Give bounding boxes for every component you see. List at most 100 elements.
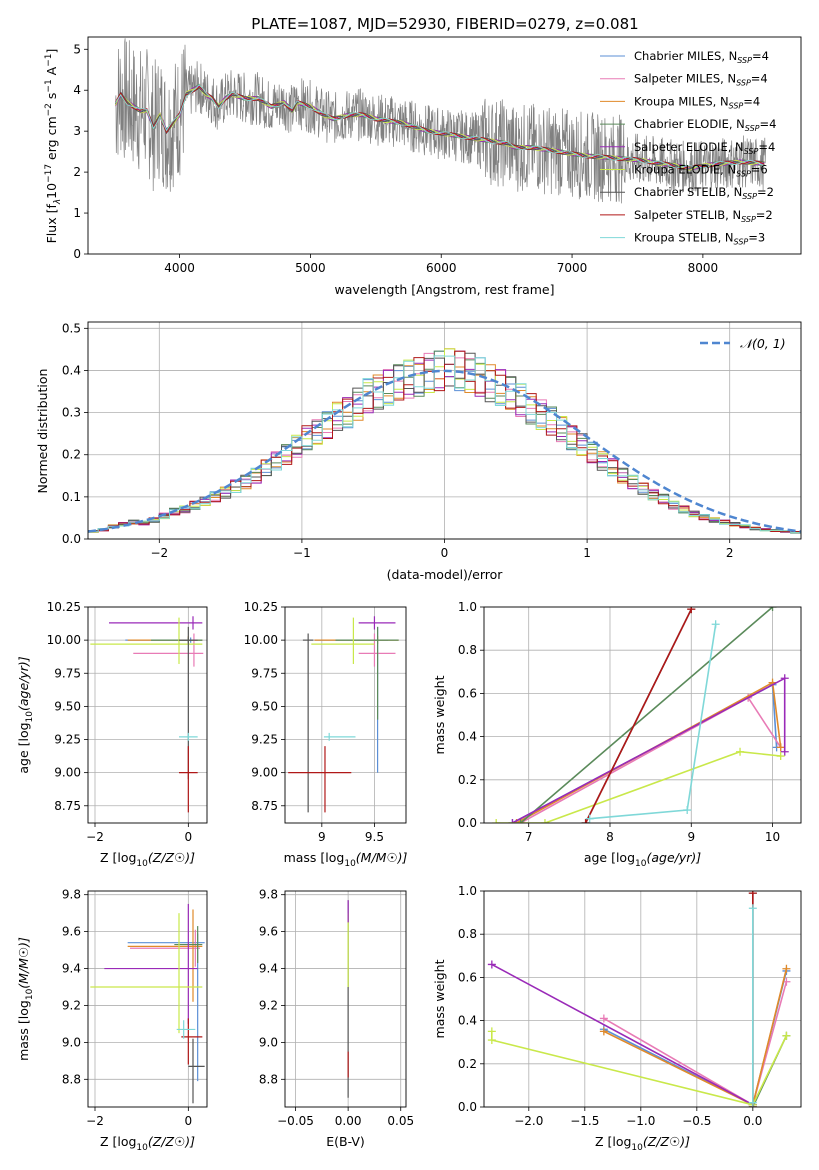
plus-marker bbox=[782, 964, 791, 973]
plus-marker bbox=[782, 1031, 791, 1040]
x-tick-label: 0.00 bbox=[335, 1114, 362, 1128]
y-tick-label: 0.6 bbox=[458, 686, 477, 700]
model-spectrum bbox=[115, 84, 765, 169]
subscript: 10 bbox=[136, 859, 148, 869]
legend-sub: SSP bbox=[742, 192, 757, 201]
legend-label: 𝒩(0, 1) bbox=[740, 336, 786, 351]
x-axis-label-text: Z [log bbox=[100, 850, 136, 865]
error-bar-point bbox=[90, 617, 203, 664]
y-axis-label: mass weight bbox=[432, 959, 447, 1038]
x-tick-label: 2 bbox=[726, 546, 734, 560]
error-bar-point bbox=[311, 617, 375, 664]
error-bar-point bbox=[181, 1018, 203, 1065]
x-tick-label: −1.0 bbox=[626, 1114, 655, 1128]
y-tick-label: 8.75 bbox=[54, 799, 81, 813]
y-tick-label: 0 bbox=[73, 247, 81, 261]
legend-entry: Kroupa MILES, NSSP=4 bbox=[634, 94, 760, 110]
histogram-series bbox=[88, 355, 801, 534]
y-tick-label: 0.8 bbox=[458, 927, 477, 941]
axes-frame bbox=[87, 321, 802, 540]
weight-series bbox=[512, 676, 786, 823]
y-tick-label: 2 bbox=[73, 165, 81, 179]
subscript: 10 bbox=[25, 711, 35, 723]
x-tick-label: 9.5 bbox=[365, 830, 384, 844]
axes-frame bbox=[284, 606, 407, 824]
legend-suffix: =3 bbox=[748, 231, 765, 245]
x-axis-label: mass [log10(M/M☉)] bbox=[284, 850, 408, 869]
y-tick-label: 9.00 bbox=[54, 766, 81, 780]
y-tick-label: 9.2 bbox=[259, 998, 278, 1012]
y-tick-label: 9.2 bbox=[62, 998, 81, 1012]
x-tick-label: −2 bbox=[150, 546, 168, 560]
x-tick-label: −2.0 bbox=[514, 1114, 543, 1128]
x-tick-label: 7 bbox=[525, 830, 533, 844]
error-bar-point bbox=[179, 732, 198, 741]
x-axis-label: Z [log10(Z/Z☉)] bbox=[100, 1134, 195, 1153]
y-tick-label: 1.0 bbox=[458, 884, 477, 898]
weight-series bbox=[491, 963, 754, 1106]
y-axis-label-part: −17 bbox=[44, 164, 54, 183]
plus-marker bbox=[508, 819, 517, 823]
y-tick-label: 0.1 bbox=[62, 490, 81, 504]
axes-frame bbox=[483, 606, 802, 824]
error-bar-point bbox=[179, 746, 198, 813]
plus-marker bbox=[487, 1027, 496, 1036]
error-bar-point bbox=[358, 616, 396, 630]
y-tick-label: 8.75 bbox=[251, 799, 278, 813]
y-tick-label: 8.8 bbox=[259, 1072, 278, 1086]
y-axis-label-part: −1 bbox=[44, 79, 54, 92]
x-axis-label: Z [log10(Z/Z☉)] bbox=[595, 1134, 690, 1153]
y-tick-label: 0.5 bbox=[62, 321, 81, 335]
error-bar-point bbox=[288, 746, 352, 813]
x-tick-label: 4000 bbox=[164, 261, 195, 275]
axes-frame bbox=[87, 36, 802, 255]
x-axis-label: age [log10(age/yr)] bbox=[584, 850, 701, 869]
y-axis-label-part: −2 bbox=[44, 103, 54, 116]
panel-residuals: −2 −1 0 1 2 0.0 0.1 0.2 0.3 0.4 0.5 (data-model)/er… bbox=[35, 321, 802, 582]
y-tick-label: 9.25 bbox=[251, 733, 278, 747]
plus-marker bbox=[540, 819, 549, 823]
y-tick-label: 3 bbox=[73, 124, 81, 138]
legend-label: Kroupa ELODIE, N bbox=[634, 163, 736, 177]
legend-sub: SSP bbox=[745, 124, 760, 133]
y-tick-label: 9.6 bbox=[62, 925, 81, 939]
error-bar-point bbox=[133, 633, 204, 667]
legend-label: Salpeter MILES, N bbox=[634, 72, 736, 86]
legend-suffix: =4 bbox=[758, 140, 775, 154]
x-tick-label: 7000 bbox=[557, 261, 588, 275]
x-axis-unit: (Z/Z☉)] bbox=[643, 1134, 690, 1149]
error-bar-point bbox=[130, 929, 200, 967]
plus-marker bbox=[736, 747, 745, 756]
x-tick-label: 9 bbox=[687, 830, 695, 844]
y-axis-label: Flux [fλ10−17 erg cm−2 s−1 A−1] bbox=[44, 49, 63, 244]
y-tick-label: 0.2 bbox=[458, 1057, 477, 1071]
subscript: 10 bbox=[631, 1143, 643, 1153]
x-axis-label: wavelength [Angstrom, rest frame] bbox=[334, 282, 554, 297]
legend-label: Chabrier MILES, N bbox=[634, 49, 737, 63]
plus-marker bbox=[487, 960, 496, 969]
plus-marker bbox=[487, 1036, 496, 1045]
legend-suffix: =4 bbox=[751, 72, 768, 86]
y-tick-label: 9.00 bbox=[251, 766, 278, 780]
x-tick-label: −0.5 bbox=[682, 1114, 711, 1128]
x-axis-label-text: Z [log bbox=[100, 1134, 136, 1149]
y-tick-label: 0.3 bbox=[62, 406, 81, 420]
axes-frame bbox=[284, 890, 407, 1108]
panel-spectrum: 4000 5000 6000 7000 8000 0 1 2 3 4 5 wavelength [An… bbox=[44, 36, 802, 297]
x-tick-label: 5000 bbox=[295, 261, 326, 275]
legend-label: Chabrier STELIB, N bbox=[634, 185, 742, 199]
y-tick-label: 1.0 bbox=[458, 600, 477, 614]
y-tick-label: 0.8 bbox=[458, 643, 477, 657]
y-tick-label: 9.8 bbox=[259, 888, 278, 902]
y-tick-label: 0.4 bbox=[62, 363, 81, 377]
legend-sub: SSP bbox=[737, 56, 752, 65]
legend-label: Salpeter STELIB, N bbox=[634, 208, 741, 222]
panel-age_vs_mass: 9 9.5 8.75 9.00 9.25 9.50 9.75 10.00 10.25 mass [… bbox=[244, 600, 408, 869]
y-tick-label: 5 bbox=[73, 42, 81, 56]
error-bar-point bbox=[104, 903, 198, 1024]
plus-marker bbox=[492, 819, 501, 823]
y-tick-label: 9.25 bbox=[54, 733, 81, 747]
